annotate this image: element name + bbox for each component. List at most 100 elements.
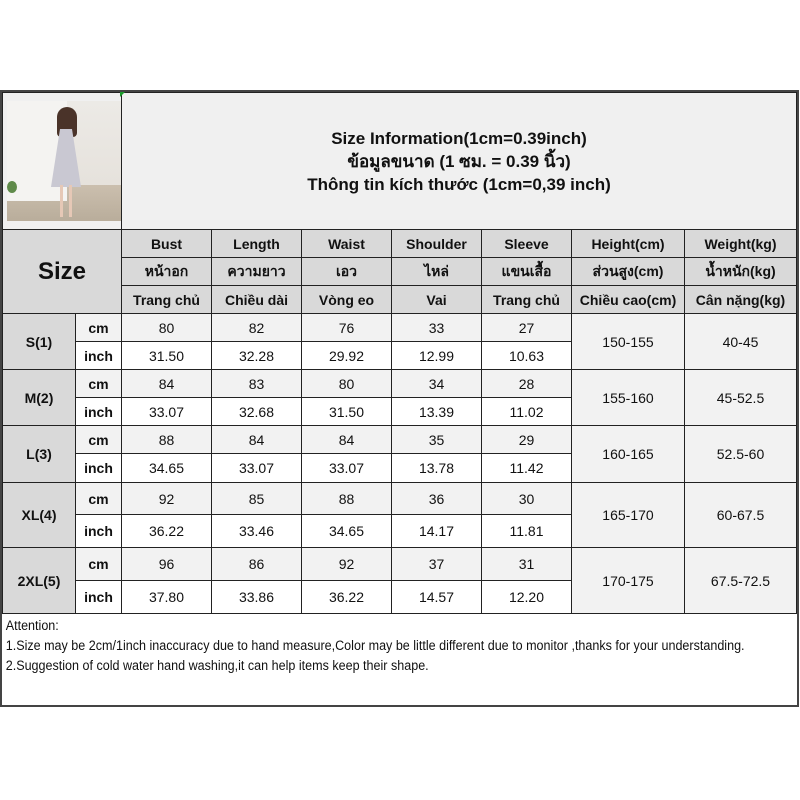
measurement-cell: 92 xyxy=(121,482,212,515)
header-row-en: Size Bust Length Waist Shoulder Sleeve Height(… xyxy=(2,229,797,314)
measurement-cell: 84 xyxy=(211,425,302,454)
measurement-cell: 11.02 xyxy=(481,397,572,426)
notes-heading: Attention: xyxy=(5,618,59,633)
measurement-cell: 34.65 xyxy=(121,453,212,483)
table-row: inch 36.22 33.46 34.65 14.17 11.81 xyxy=(3,514,797,548)
measurement-cell: 28 xyxy=(481,369,572,398)
column-header-vi: Chiều dài xyxy=(211,285,302,314)
measurement-cell: 29 xyxy=(481,425,572,454)
measurement-cell: 84 xyxy=(121,369,212,398)
measurement-cell: 88 xyxy=(121,425,212,454)
measurement-cell: 30 xyxy=(481,482,572,515)
measurement-cell: 33.46 xyxy=(211,514,302,548)
measurement-cell: 31.50 xyxy=(301,397,392,426)
header-row-vi: Trang chủ Chiều dài Vòng eo Vai Trang chủ Chi… xyxy=(3,285,797,314)
height-range: 150-155 xyxy=(571,313,685,370)
measurement-cell: 14.17 xyxy=(391,514,482,548)
unit-label: inch xyxy=(75,453,122,483)
weight-range: 67.5-72.5 xyxy=(684,547,797,614)
measurement-cell: 88 xyxy=(301,482,392,515)
measurement-cell: 37.80 xyxy=(121,580,212,614)
measurement-cell: 86 xyxy=(211,547,302,581)
column-header-vi: Trang chủ xyxy=(121,285,212,314)
size-label: XL(4) xyxy=(2,482,76,548)
unit-label: inch xyxy=(75,397,122,426)
product-photo xyxy=(2,92,122,230)
table-row: inch 37.80 33.86 36.22 14.57 12.20 xyxy=(3,580,797,614)
size-label: M(2) xyxy=(2,369,76,426)
measurement-cell: 29.92 xyxy=(301,341,392,370)
measurement-cell: 80 xyxy=(301,369,392,398)
height-range: 160-165 xyxy=(571,425,685,483)
table-row: S(1) cm 80 82 76 33 27 150-155 40-45 xyxy=(2,313,797,370)
measurement-cell: 14.57 xyxy=(391,580,482,614)
measurement-cell: 36.22 xyxy=(121,514,212,548)
measurement-cell: 13.78 xyxy=(391,453,482,483)
size-label: 2XL(5) xyxy=(2,547,76,614)
measurement-cell: 13.39 xyxy=(391,397,482,426)
unit-label: cm xyxy=(75,482,122,515)
measurement-cell: 96 xyxy=(121,547,212,581)
height-range: 165-170 xyxy=(571,482,685,548)
measurement-cell: 12.99 xyxy=(391,341,482,370)
column-header-vi: Chiều cao(cm) xyxy=(571,285,685,314)
column-header-th: น้ำหนัก(kg) xyxy=(684,257,797,286)
note-1: 1.Size may be 2cm/1inch inaccuracy due t… xyxy=(5,638,745,653)
measurement-cell: 35 xyxy=(391,425,482,454)
size-table: Size Information(1cm=0.39inch) ข้อมูลขนา… xyxy=(2,92,797,614)
measurement-cell: 10.63 xyxy=(481,341,572,370)
table-row: XL(4) cm 92 85 88 36 30 165-170 60-67.5 xyxy=(2,482,797,548)
table-row: inch 33.07 32.68 31.50 13.39 11.02 xyxy=(3,397,797,426)
column-header-en: Height(cm) xyxy=(571,229,685,258)
measurement-cell: 82 xyxy=(211,313,302,342)
title-en: Size Information(1cm=0.39inch) xyxy=(331,128,587,148)
table-row: inch 34.65 33.07 33.07 13.78 11.42 xyxy=(3,453,797,483)
column-header-vi: Vòng eo xyxy=(301,285,392,314)
measurement-cell: 33.86 xyxy=(211,580,302,614)
measurement-cell: 76 xyxy=(301,313,392,342)
measurement-cell: 37 xyxy=(391,547,482,581)
weight-range: 45-52.5 xyxy=(684,369,797,426)
measurement-cell: 33.07 xyxy=(301,453,392,483)
attention-notes: Attention: 1.Size may be 2cm/1inch inacc… xyxy=(2,614,793,705)
measurement-cell: 34.65 xyxy=(301,514,392,548)
size-chart: Size Information(1cm=0.39inch) ข้อมูลขนา… xyxy=(0,90,799,707)
height-range: 170-175 xyxy=(571,547,685,614)
table-row: M(2) cm 84 83 80 34 28 155-160 45-52.5 xyxy=(2,369,797,426)
column-header-en: Weight(kg) xyxy=(684,229,797,258)
weight-range: 60-67.5 xyxy=(684,482,797,548)
column-header-th: ความยาว xyxy=(211,257,302,286)
size-header: Size xyxy=(2,229,122,314)
unit-label: cm xyxy=(75,425,122,454)
unit-label: inch xyxy=(75,580,122,614)
measurement-cell: 27 xyxy=(481,313,572,342)
title-block: Size Information(1cm=0.39inch) ข้อมูลขนา… xyxy=(121,92,797,230)
title-th: ข้อมูลขนาด (1 ซม. = 0.39 นิ้ว) xyxy=(347,151,571,171)
weight-range: 40-45 xyxy=(684,313,797,370)
title-vi: Thông tin kích thước (1cm=0,39 inch) xyxy=(307,174,611,194)
measurement-cell: 12.20 xyxy=(481,580,572,614)
measurement-cell: 32.68 xyxy=(211,397,302,426)
unit-label: cm xyxy=(75,547,122,581)
table-row: L(3) cm 88 84 84 35 29 160-165 52.5-60 xyxy=(2,425,797,483)
measurement-cell: 31.50 xyxy=(121,341,212,370)
column-header-th: หน้าอก xyxy=(121,257,212,286)
measurement-cell: 83 xyxy=(211,369,302,398)
column-header-vi: Trang chủ xyxy=(481,285,572,314)
measurement-cell: 36 xyxy=(391,482,482,515)
column-header-en: Length xyxy=(211,229,302,258)
column-header-th: ไหล่ xyxy=(391,257,482,286)
measurement-cell: 80 xyxy=(121,313,212,342)
measurement-cell: 84 xyxy=(301,425,392,454)
column-header-en: Bust xyxy=(121,229,212,258)
note-2: 2.Suggestion of cold water hand washing,… xyxy=(5,658,429,673)
column-header-th: เอว xyxy=(301,257,392,286)
measurement-cell: 33.07 xyxy=(121,397,212,426)
table-row: 2XL(5) cm 96 86 92 37 31 170-175 67.5-72.5 xyxy=(2,547,797,614)
size-label: S(1) xyxy=(2,313,76,370)
measurement-cell: 85 xyxy=(211,482,302,515)
column-header-vi: Vai xyxy=(391,285,482,314)
column-header-th: ส่วนสูง(cm) xyxy=(571,257,685,286)
measurement-cell: 32.28 xyxy=(211,341,302,370)
column-header-en: Sleeve xyxy=(481,229,572,258)
